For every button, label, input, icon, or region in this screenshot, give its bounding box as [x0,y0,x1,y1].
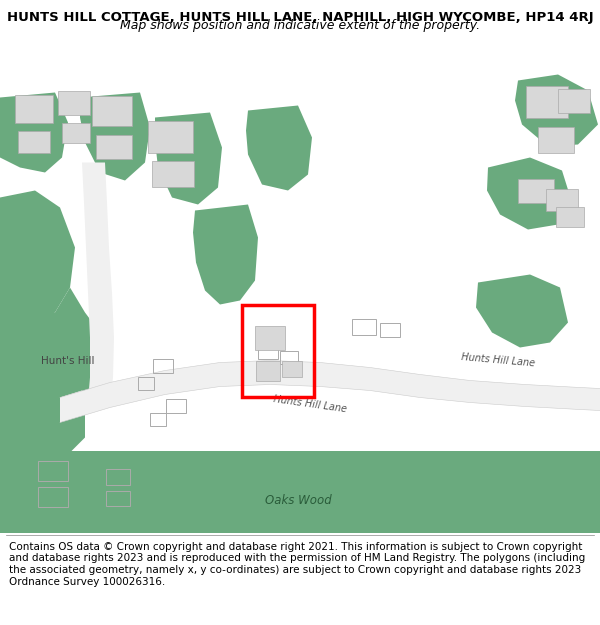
Polygon shape [246,106,312,191]
Polygon shape [0,92,68,172]
Text: Hunts Hill Lane: Hunts Hill Lane [272,394,347,414]
Polygon shape [515,74,598,146]
Text: Oaks Wood: Oaks Wood [265,494,331,507]
Text: HUNTS HILL COTTAGE, HUNTS HILL LANE, NAPHILL, HIGH WYCOMBE, HP14 4RJ: HUNTS HILL COTTAGE, HUNTS HILL LANE, NAP… [7,11,593,24]
Bar [558,89,590,112]
Polygon shape [0,402,85,488]
Polygon shape [60,391,82,408]
Bar [255,326,285,349]
Bar [282,361,302,376]
Bar [18,131,50,152]
Polygon shape [0,451,600,532]
Bar [518,179,554,202]
Text: Map shows position and indicative extent of the property.: Map shows position and indicative extent… [120,19,480,32]
Bar [556,206,584,226]
Bar [280,351,298,364]
Bar [106,491,130,506]
Bar [256,361,280,381]
Bar [546,189,578,211]
Bar [526,86,568,118]
Bar [153,359,173,372]
Text: Hunts Hill Lane: Hunts Hill Lane [461,352,535,369]
Polygon shape [0,191,75,322]
Text: Contains OS data © Crown copyright and database right 2021. This information is : Contains OS data © Crown copyright and d… [9,542,585,586]
Bar [148,121,193,152]
Bar [152,161,194,186]
Bar [106,469,130,484]
Bar [380,322,400,336]
Bar [92,96,132,126]
Polygon shape [155,112,222,204]
Polygon shape [80,92,150,181]
Bar [62,122,90,142]
Bar [150,412,166,426]
Polygon shape [193,204,258,304]
Bar [242,304,314,396]
Text: Hunt's Hill: Hunt's Hill [41,356,95,366]
Bar [38,461,68,481]
Bar [58,91,90,114]
Polygon shape [476,274,568,348]
Bar [15,94,53,122]
Bar [166,399,186,412]
Bar [38,486,68,506]
Bar [538,126,574,152]
Bar [138,376,154,389]
Polygon shape [487,158,572,229]
Polygon shape [0,288,100,472]
Polygon shape [60,361,600,423]
Bar [258,344,278,359]
Bar [96,134,132,159]
Bar [352,319,376,334]
Polygon shape [82,162,114,401]
